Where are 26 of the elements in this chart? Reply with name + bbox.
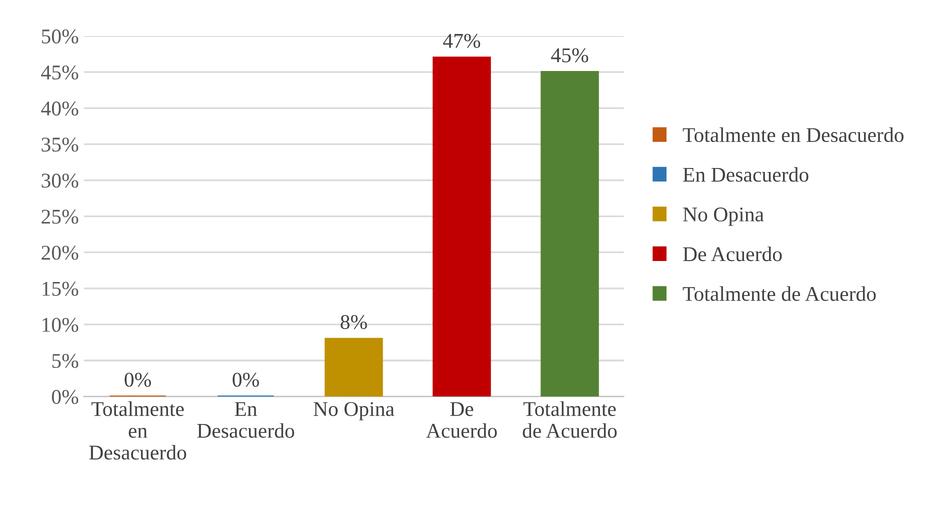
- y-tick-label: 10%: [42, 318, 78, 332]
- y-tick-label: 5%: [52, 354, 78, 368]
- legend-label: En Desacuerdo: [683, 167, 808, 182]
- y-tick-label: 50%: [42, 29, 78, 44]
- y-tick-label: 20%: [42, 246, 78, 260]
- legend-label: De Acuerdo: [683, 246, 782, 262]
- legend-label: No Opina: [683, 208, 764, 226]
- x-tick-label: En Desacuerdo: [197, 402, 294, 438]
- y-tick-label: 0%: [52, 390, 78, 404]
- x-tick-label: Totalmente en Desacuerdo: [89, 401, 186, 460]
- x-tick-label: No Opina: [314, 402, 394, 420]
- data-label: 0%: [232, 372, 259, 387]
- x-tick-label: Totalmente de Acuerdo: [522, 401, 617, 438]
- data-label: 45%: [551, 48, 588, 62]
- y-tick-label: 45%: [41, 65, 78, 80]
- data-label: 47%: [443, 34, 480, 48]
- y-tick-label: 35%: [42, 138, 78, 152]
- y-tick-label: 25%: [42, 210, 78, 224]
- y-tick-label: 40%: [41, 102, 78, 116]
- y-tick-label: 15%: [42, 282, 78, 296]
- y-tick-label: 30%: [42, 174, 78, 188]
- data-label: 0%: [124, 372, 151, 387]
- x-tick-label: De Acuerdo: [426, 402, 497, 438]
- legend-label: Totalmente de Acuerdo: [682, 286, 876, 301]
- legend-label: Totalmente en Desacuerdo: [682, 127, 904, 142]
- data-label: 8%: [340, 315, 367, 330]
